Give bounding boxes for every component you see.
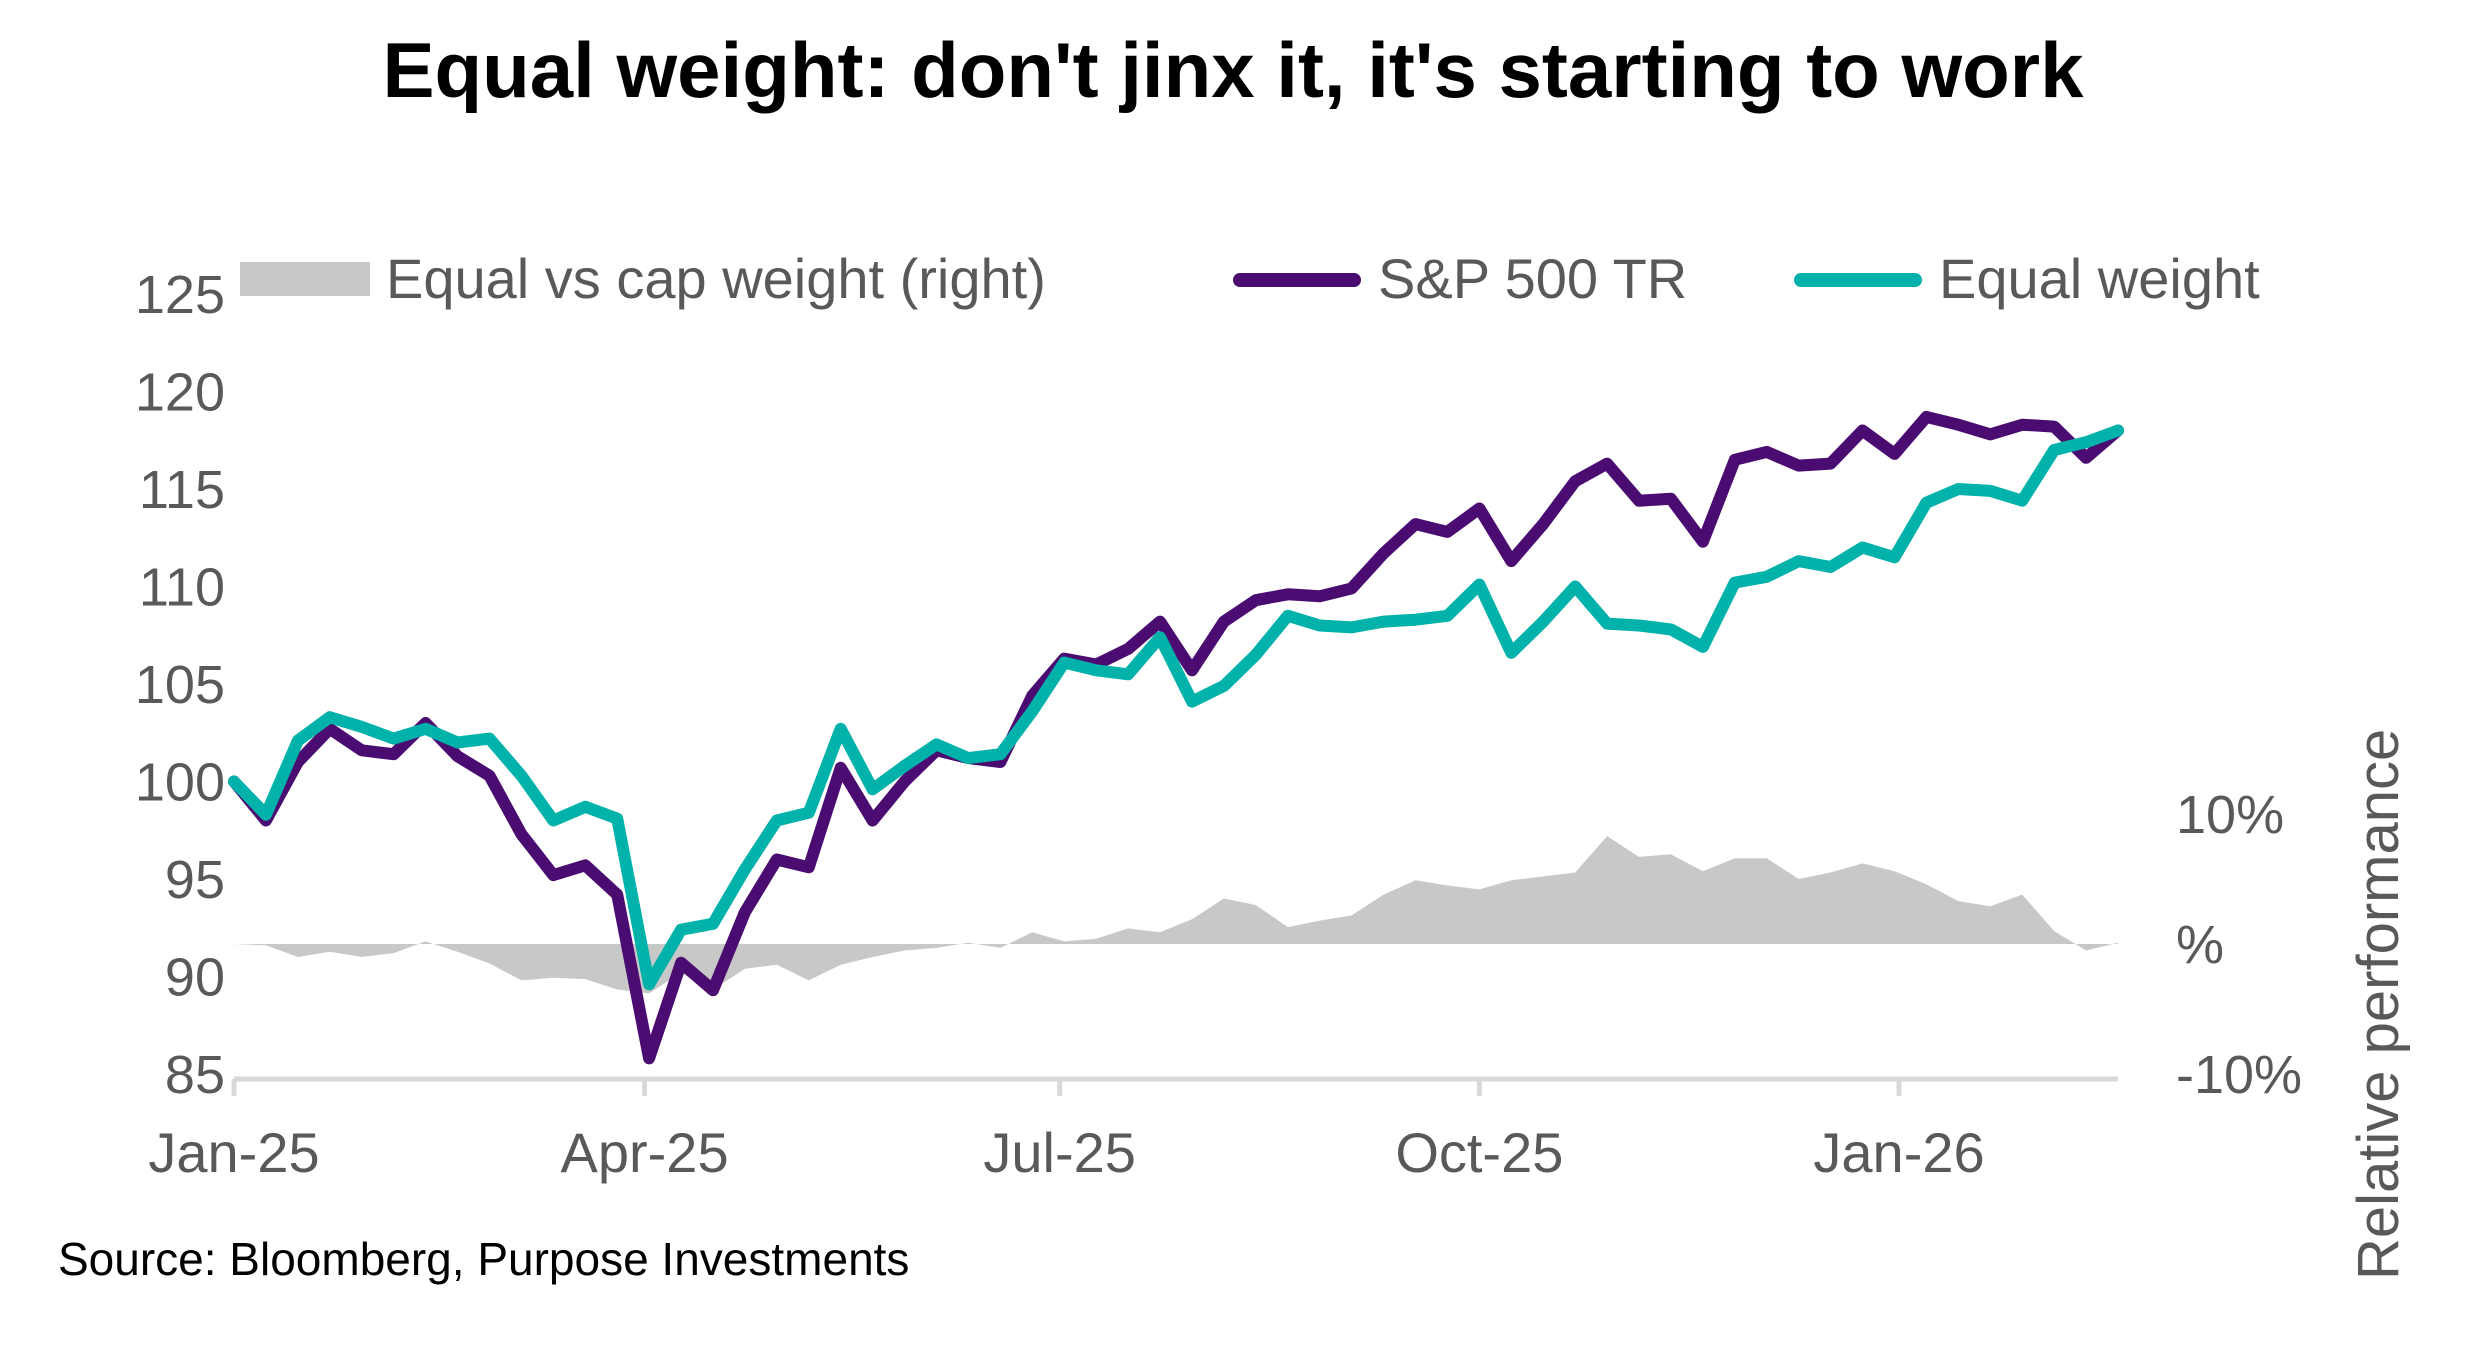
- y-left-tick-label: 125: [135, 265, 225, 325]
- s-p-500-tr-line: [228, 410, 2124, 1065]
- legend-label: Equal vs cap weight (right): [386, 247, 1046, 310]
- y-left-tick-label: 105: [135, 655, 225, 715]
- right-axis-label: Relative performance: [2346, 729, 2411, 1280]
- y-right-tick-label: %: [2176, 915, 2224, 975]
- y-left-tick-label: 110: [139, 558, 225, 618]
- y-left-tick-label: 120: [135, 363, 225, 423]
- chart-title: Equal weight: don't jinx it, it's starti…: [233, 22, 2233, 118]
- legend-swatch: [240, 262, 370, 296]
- y-left-tick-label: 95: [165, 850, 225, 910]
- x-tick-label: Oct-25: [1395, 1121, 1563, 1184]
- y-right-tick-label: 10%: [2176, 785, 2284, 845]
- legend: Equal vs cap weight (right) S&P 500 TR Equ…: [240, 247, 2260, 310]
- lines: [228, 410, 2124, 1065]
- y-left-tick-label: 115: [139, 460, 225, 520]
- axes: Jan-25 Apr-25 Jul-25 Oct-25 Jan-26 125 120 115 1…: [135, 265, 2302, 1184]
- area-layer: [234, 836, 2118, 994]
- y-left-tick-label: 100: [135, 753, 225, 813]
- chart-title-text: Equal weight: don't jinx it, it's starti…: [382, 26, 2084, 114]
- x-tick-label: Jan-26: [1813, 1121, 1984, 1184]
- y-left-tick-label: 90: [165, 948, 225, 1008]
- legend-label: S&P 500 TR: [1378, 247, 1687, 310]
- legend-item: S&P 500 TR: [1233, 247, 1687, 310]
- equal-weight-line: [228, 424, 2124, 991]
- y-right-tick-label: -10%: [2176, 1045, 2302, 1105]
- y-left-tick-label: 85: [165, 1045, 225, 1105]
- legend-item: Equal weight: [1794, 247, 2260, 310]
- x-tick-label: Apr-25: [561, 1121, 729, 1184]
- x-tick-label: Jan-25: [148, 1121, 319, 1184]
- source-note: Source: Bloomberg, Purpose Investments: [58, 1233, 910, 1285]
- x-tick-label: Jul-25: [983, 1121, 1136, 1184]
- legend-item: Equal vs cap weight (right): [240, 247, 1046, 310]
- legend-label: Equal weight: [1939, 247, 2260, 310]
- relative-performance-area: [234, 836, 2118, 994]
